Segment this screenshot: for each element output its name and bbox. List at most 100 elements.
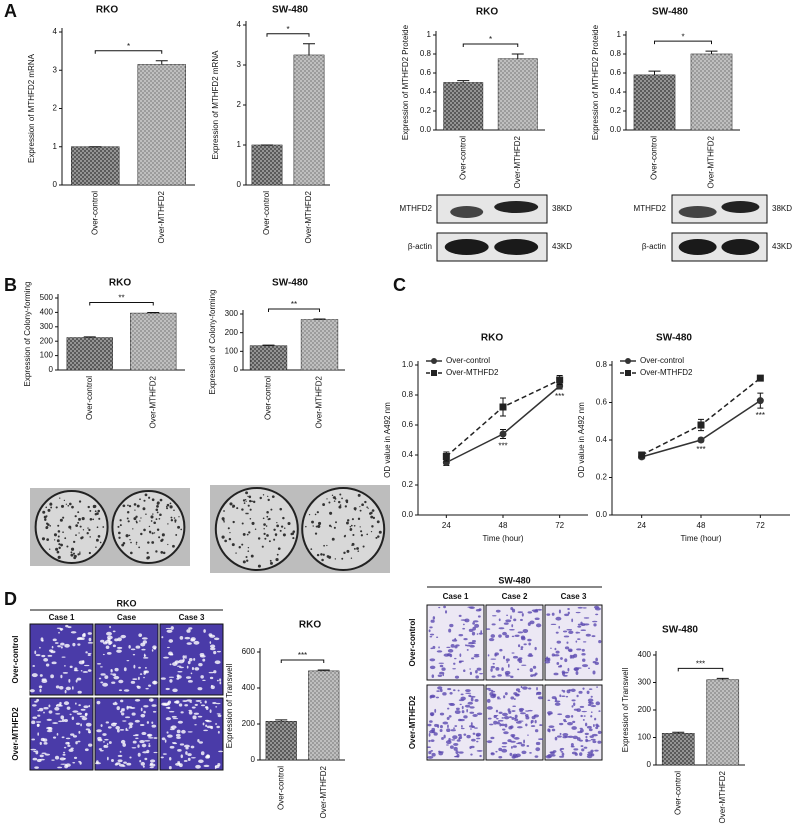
colony-dot	[41, 537, 46, 541]
y-tick-label: 1	[427, 30, 432, 39]
transwell-cell	[497, 674, 502, 677]
transwell-cell	[452, 668, 456, 670]
transwell-cell	[428, 732, 431, 737]
transwell-cell	[130, 680, 136, 684]
transwell-cell	[130, 648, 136, 651]
transwell-cell	[178, 763, 183, 768]
transwell-cell	[63, 746, 67, 749]
y-axis-label: Expression of MTHFD2 mRNA	[27, 53, 36, 163]
transwell-cell	[198, 741, 203, 744]
transwell-cell	[559, 748, 562, 752]
x-axis-label: Time (hour)	[482, 534, 523, 543]
y-tick-label: 0.8	[610, 49, 622, 58]
colony-dot	[343, 535, 346, 538]
transwell-cell	[517, 668, 520, 671]
transwell-cell	[148, 743, 151, 745]
transwell-cell	[59, 704, 63, 707]
colony-dot	[81, 517, 85, 521]
transwell-cell	[102, 733, 107, 736]
colony-dot	[45, 515, 48, 518]
transwell-cell	[582, 719, 585, 721]
transwell-cell	[199, 652, 205, 657]
colony-dot	[318, 521, 322, 526]
transwell-cell	[507, 708, 511, 712]
transwell-cell	[564, 646, 570, 650]
transwell-cell	[145, 687, 149, 690]
transwell-cell	[476, 633, 479, 635]
y-tick-label: 2	[53, 104, 58, 113]
transwell-cell	[428, 750, 432, 755]
transwell-cell	[553, 654, 560, 657]
colony-dot	[136, 504, 140, 508]
transwell-cell	[111, 759, 114, 763]
transwell-cell	[117, 637, 122, 642]
transwell-cell	[551, 653, 555, 657]
transwell-cell	[85, 651, 88, 654]
transwell-cell	[588, 667, 590, 670]
transwell-cell	[458, 699, 465, 702]
colony-dot	[371, 509, 375, 512]
transwell-cell	[136, 685, 141, 689]
transwell-cell	[122, 720, 127, 722]
transwell-cell	[84, 748, 89, 752]
transwell-cell	[131, 747, 137, 749]
transwell-cell	[510, 696, 515, 700]
colony-dot	[247, 495, 249, 497]
transwell-cell	[515, 721, 522, 724]
transwell-cell	[100, 724, 103, 727]
transwell-cell	[460, 727, 465, 730]
colony-dot	[122, 504, 126, 508]
bar-texture	[130, 313, 177, 370]
colony-dot	[353, 507, 357, 511]
transwell-cell	[595, 657, 598, 662]
transwell-cell	[532, 665, 537, 669]
transwell-cell	[126, 762, 132, 766]
transwell-cell	[474, 623, 480, 628]
transwell-cell	[36, 723, 40, 727]
transwell-cell	[171, 715, 177, 718]
transwell-cell	[115, 725, 120, 730]
transwell-cell	[561, 695, 566, 698]
error-bar	[147, 312, 160, 314]
transwell-cell	[147, 734, 151, 737]
transwell-cell	[187, 679, 193, 683]
transwell-cell	[209, 634, 216, 638]
transwell-cell	[501, 717, 505, 719]
colony-dot	[267, 495, 269, 498]
colony-dot	[92, 518, 94, 521]
bar-texture	[251, 145, 283, 185]
y-tick-label: 1	[617, 30, 622, 39]
transwell-cell	[592, 740, 597, 744]
colony-dot	[70, 528, 72, 530]
transwell-cell	[469, 671, 473, 676]
colony-dot	[78, 552, 81, 555]
transwell-cell	[43, 658, 49, 662]
transwell-cell	[577, 606, 583, 609]
colony-dot	[180, 528, 183, 531]
transwell-image	[544, 604, 603, 681]
transwell-cell	[530, 725, 536, 728]
colony-dot	[246, 559, 249, 562]
colony-dot	[221, 535, 225, 539]
transwell-cell	[547, 712, 553, 715]
transwell-cell	[510, 615, 512, 620]
transwell-cell	[60, 642, 65, 646]
transwell-cell	[470, 753, 473, 756]
significance-bracket	[462, 43, 519, 47]
colony-dot	[248, 495, 252, 499]
colony-dot	[146, 551, 149, 554]
transwell-cell	[558, 625, 561, 629]
transwell-cell	[588, 688, 593, 691]
colony-dot	[53, 533, 57, 537]
chart-title: RKO	[476, 7, 498, 18]
transwell-cell	[555, 616, 562, 621]
chart-title: RKO	[481, 333, 503, 344]
transwell-cell	[209, 709, 212, 714]
transwell-cell	[194, 703, 198, 706]
transwell-cell	[129, 756, 132, 759]
colony-dot	[174, 519, 177, 522]
transwell-cell	[502, 728, 506, 731]
transwell-cell	[502, 631, 507, 636]
transwell-cell	[591, 635, 596, 638]
transwell-cell	[453, 756, 459, 758]
